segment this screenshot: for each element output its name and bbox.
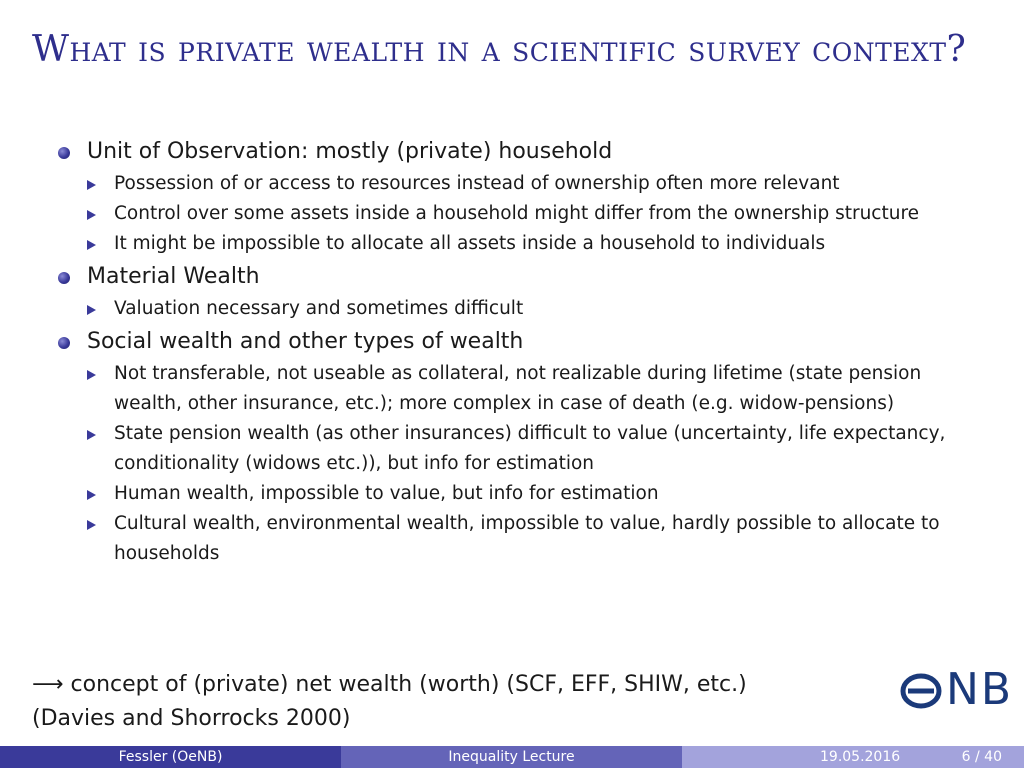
point-text: State pension wealth (as other insurance… xyxy=(114,423,946,474)
list-item: Unit of Observation: mostly (private) ho… xyxy=(58,137,988,167)
section-heading: Social wealth and other types of wealth xyxy=(87,329,524,354)
sub-list-item: State pension wealth (as other insurance… xyxy=(87,419,988,479)
sub-list: Not transferable, not useable as collate… xyxy=(87,359,988,569)
triangle-bullet-icon xyxy=(87,370,96,380)
slide-content: Unit of Observation: mostly (private) ho… xyxy=(58,137,988,569)
conclusion-line-2: (Davies and Shorrocks 2000) xyxy=(32,706,351,731)
point-text: Control over some assets inside a househ… xyxy=(114,203,920,224)
triangle-bullet-icon xyxy=(87,430,96,440)
triangle-bullet-icon xyxy=(87,305,96,315)
bullet-icon xyxy=(58,272,70,284)
point-text: Possession of or access to resources ins… xyxy=(114,173,840,194)
sub-list-item: Possession of or access to resources ins… xyxy=(87,169,988,199)
sub-list-item: It might be impossible to allocate all a… xyxy=(87,229,988,259)
slide-footer: Fessler (OeNB) Inequality Lecture 19.05.… xyxy=(0,746,1024,768)
slide-title: What is private wealth in a scientific s… xyxy=(32,29,967,70)
triangle-bullet-icon xyxy=(87,490,96,500)
bullet-icon xyxy=(58,147,70,159)
point-text: Not transferable, not useable as collate… xyxy=(114,363,922,414)
page-number: 6 / 40 xyxy=(961,749,1002,765)
list-item: Social wealth and other types of wealth xyxy=(58,327,988,357)
right-arrow-icon: ⟶ xyxy=(32,672,64,697)
list-item: Material Wealth xyxy=(58,262,988,292)
sub-list: Possession of or access to resources ins… xyxy=(87,169,988,259)
triangle-bullet-icon xyxy=(87,180,96,190)
triangle-bullet-icon xyxy=(87,520,96,530)
sub-list-item: Not transferable, not useable as collate… xyxy=(87,359,988,419)
section-heading: Unit of Observation: mostly (private) ho… xyxy=(87,139,613,164)
triangle-bullet-icon xyxy=(87,210,96,220)
onb-o-icon xyxy=(900,673,942,709)
sub-list-item: Valuation necessary and sometimes diffic… xyxy=(87,294,988,324)
footer-author: Fessler (OeNB) xyxy=(0,746,341,768)
logo-text: NB xyxy=(946,664,1014,715)
footer-date: 19.05.2016 xyxy=(820,749,901,765)
footer-right: 19.05.2016 6 / 40 xyxy=(682,746,1024,768)
section-heading: Material Wealth xyxy=(87,264,260,289)
onb-logo: NB xyxy=(900,664,1012,716)
conclusion-note: ⟶ concept of (private) net wealth (worth… xyxy=(32,668,882,736)
triangle-bullet-icon xyxy=(87,240,96,250)
point-text: Human wealth, impossible to value, but i… xyxy=(114,483,659,504)
sub-list-item: Human wealth, impossible to value, but i… xyxy=(87,479,988,509)
point-text: Cultural wealth, environmental wealth, i… xyxy=(114,513,940,564)
sub-list-item: Control over some assets inside a househ… xyxy=(87,199,988,229)
sub-list-item: Cultural wealth, environmental wealth, i… xyxy=(87,509,988,569)
point-text: Valuation necessary and sometimes diffic… xyxy=(114,298,524,319)
footer-lecture: Inequality Lecture xyxy=(341,746,682,768)
conclusion-line-1: ⟶ concept of (private) net wealth (worth… xyxy=(32,668,882,702)
bullet-icon xyxy=(58,337,70,349)
conclusion-text: concept of (private) net wealth (worth) … xyxy=(70,672,747,697)
point-text: It might be impossible to allocate all a… xyxy=(114,233,826,254)
sub-list: Valuation necessary and sometimes diffic… xyxy=(87,294,988,324)
